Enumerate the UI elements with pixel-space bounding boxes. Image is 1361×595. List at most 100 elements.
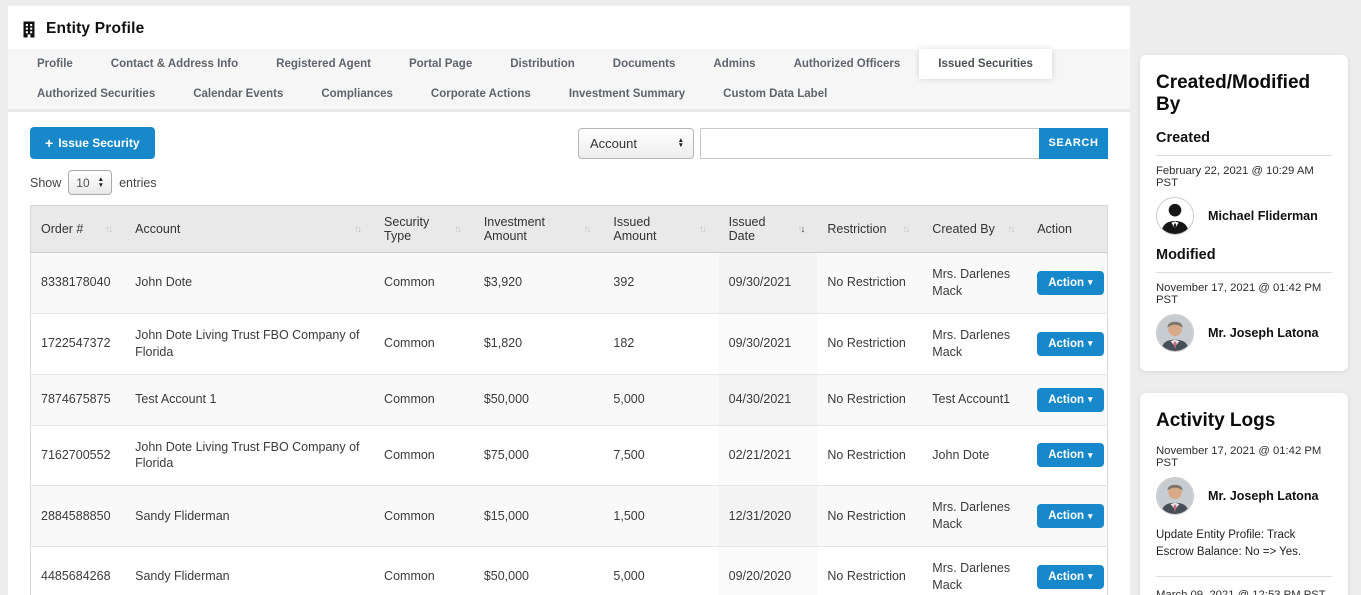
row-action-button[interactable]: Action ▾ — [1037, 331, 1104, 356]
cell-security-type: Common — [374, 424, 474, 486]
tab-documents[interactable]: Documents — [612, 58, 676, 70]
entries-count-select[interactable]: 10 ▲ ▼ — [68, 170, 113, 195]
tab-corporate-actions[interactable]: Corporate Actions — [430, 88, 531, 100]
activity-log-description: Update Entity Profile: Track Escrow Bala… — [1156, 529, 1302, 559]
tab-content-issued-securities: + Issue Security Account ▲ ▼ SEARCH Show … — [8, 112, 1130, 595]
cell-issued-date: 02/21/2021 — [718, 424, 818, 486]
cell-created-by: Mrs. Darlenes Mack — [922, 485, 1028, 547]
sort-icon: ↑ ↓ — [354, 223, 362, 235]
table-row: 7162700552 John Dote Living Trust FBO Co… — [30, 424, 1108, 486]
issued-securities-table: Order # ↑ ↓ Account ↑ ↓ Security Type ↑ ↓ Inve… — [30, 205, 1108, 595]
created-by-person: Michael Fliderman — [1156, 196, 1332, 235]
table-row: 7874675875 Test Account 1 Common $50,000… — [30, 373, 1108, 425]
caret-down-icon: ▾ — [1088, 394, 1093, 404]
cell-issued-amount: 392 — [603, 252, 719, 314]
caret-down-icon: ▾ — [1088, 449, 1093, 460]
cell-account: John Dote Living Trust FBO Company of Fl… — [125, 424, 375, 486]
issue-security-button[interactable]: + Issue Security — [30, 127, 155, 159]
cell-investment-amount: $1,820 — [473, 312, 604, 374]
column-header-restriction[interactable]: Restriction ↑ ↓ — [817, 205, 923, 253]
tab-compliances[interactable]: Compliances — [321, 88, 393, 100]
tab-issued-securities[interactable]: Issued Securities — [919, 49, 1052, 79]
cell-created-by: Mrs. Darlenes Mack — [922, 252, 1028, 314]
sort-icon: ↑ ↓ — [902, 223, 910, 235]
column-header-issued-amount[interactable]: Issued Amount ↑ ↓ — [603, 205, 719, 253]
cell-investment-amount: $50,000 — [473, 373, 604, 425]
caret-down-icon: ▾ — [1088, 338, 1093, 349]
activity-log-name: Mr. Joseph Latona — [1208, 489, 1319, 504]
created-modified-card: Created/Modified By Created February 22,… — [1140, 55, 1348, 371]
sort-icon: ↑ ↓ — [1007, 223, 1015, 235]
row-action-button[interactable]: Action ▾ — [1037, 270, 1104, 295]
tab-authorized-officers[interactable]: Authorized Officers — [793, 58, 901, 70]
divider — [1156, 575, 1332, 577]
table-row: 8338178040 John Dote Common $3,920 392 0… — [30, 252, 1108, 314]
cell-security-type: Common — [374, 546, 474, 595]
building-icon — [21, 21, 37, 38]
cell-order: 4485684268 — [30, 546, 126, 595]
cell-issued-amount: 5,000 — [603, 373, 719, 425]
search-input[interactable] — [700, 127, 1039, 159]
column-header-investment-amount[interactable]: Investment Amount ↑ ↓ — [473, 205, 604, 253]
cell-issued-amount: 5,000 — [603, 546, 719, 595]
tab-registered-agent[interactable]: Registered Agent — [276, 58, 371, 70]
cell-issued-date: 09/30/2021 — [718, 252, 818, 314]
table-row: 2884588850 Sandy Fliderman Common $15,00… — [30, 485, 1108, 547]
column-header-created-by[interactable]: Created By ↑ ↓ — [922, 205, 1028, 253]
select-arrows-icon: ▲ ▼ — [677, 136, 684, 149]
cell-order: 7874675875 — [30, 373, 126, 425]
tab-calendar-events[interactable]: Calendar Events — [193, 88, 284, 100]
cell-issued-date: 04/30/2021 — [718, 373, 818, 425]
created-by-name: Michael Fliderman — [1208, 208, 1318, 223]
column-header-issued-date[interactable]: Issued Date ↑ ↓ — [718, 205, 818, 253]
caret-down-icon: ▾ — [1088, 571, 1093, 582]
created-date: February 22, 2021 @ 10:29 AM PST — [1156, 164, 1314, 189]
search-group: Account ▲ ▼ SEARCH — [578, 127, 1108, 159]
column-header-account[interactable]: Account ↑ ↓ — [125, 205, 375, 253]
entries-count-value: 10 — [76, 175, 90, 190]
show-entries-control: Show 10 ▲ ▼ entries — [30, 170, 1108, 195]
tab-profile[interactable]: Profile — [37, 58, 73, 70]
tab-portal-page[interactable]: Portal Page — [408, 58, 473, 70]
created-heading: Created — [1156, 130, 1332, 156]
sort-desc-icon: ↑ ↓ — [797, 223, 805, 235]
cell-security-type: Common — [374, 485, 474, 547]
modified-heading: Modified — [1156, 247, 1332, 273]
caret-down-icon: ▾ — [1088, 277, 1093, 288]
tab-admins[interactable]: Admins — [713, 58, 756, 70]
modified-by-name: Mr. Joseph Latona — [1208, 325, 1319, 340]
cell-restriction: No Restriction — [817, 485, 923, 547]
column-header-order[interactable]: Order # ↑ ↓ — [30, 205, 126, 253]
caret-down-icon: ▾ — [1088, 510, 1093, 521]
avatar-joseph-latona — [1156, 477, 1194, 516]
cell-issued-amount: 1,500 — [603, 485, 719, 547]
search-button[interactable]: SEARCH — [1039, 127, 1108, 159]
spinner-arrows-icon: ▲ ▼ — [97, 176, 105, 189]
avatar-joseph-latona — [1156, 313, 1194, 352]
row-action-button[interactable]: Action ▾ — [1037, 387, 1104, 412]
column-header-security-type[interactable]: Security Type ↑ ↓ — [374, 205, 474, 253]
activity-log-date: March 09, 2021 @ 12:53 PM PST — [1156, 588, 1326, 595]
tab-investment-summary[interactable]: Investment Summary — [568, 88, 686, 100]
modified-date: November 17, 2021 @ 01:42 PM PST — [1156, 281, 1322, 306]
cell-restriction: No Restriction — [817, 312, 923, 374]
cell-restriction: No Restriction — [817, 373, 923, 425]
main-panel: Entity Profile Profile Contact & Address… — [8, 6, 1130, 595]
tab-authorized-securities[interactable]: Authorized Securities — [37, 88, 156, 100]
row-action-button[interactable]: Action ▾ — [1037, 564, 1104, 589]
page-title: Entity Profile — [46, 20, 145, 37]
row-action-button[interactable]: Action ▾ — [1037, 504, 1104, 529]
tab-custom-data-label[interactable]: Custom Data Label — [723, 88, 828, 100]
cell-investment-amount: $3,920 — [473, 252, 604, 314]
cell-order: 2884588850 — [30, 485, 126, 547]
tab-distribution[interactable]: Distribution — [510, 58, 575, 70]
toolbar: + Issue Security Account ▲ ▼ SEARCH — [30, 127, 1108, 159]
cell-restriction: No Restriction — [817, 252, 923, 314]
search-category-value: Account — [590, 135, 637, 151]
tab-contact-address-info[interactable]: Contact & Address Info — [110, 58, 239, 70]
row-action-button[interactable]: Action ▾ — [1037, 443, 1104, 468]
activity-logs-card: Activity Logs November 17, 2021 @ 01:42 … — [1140, 392, 1348, 595]
plus-icon: + — [45, 135, 54, 151]
search-category-select[interactable]: Account ▲ ▼ — [578, 127, 694, 159]
column-header-action: Action — [1027, 205, 1108, 253]
